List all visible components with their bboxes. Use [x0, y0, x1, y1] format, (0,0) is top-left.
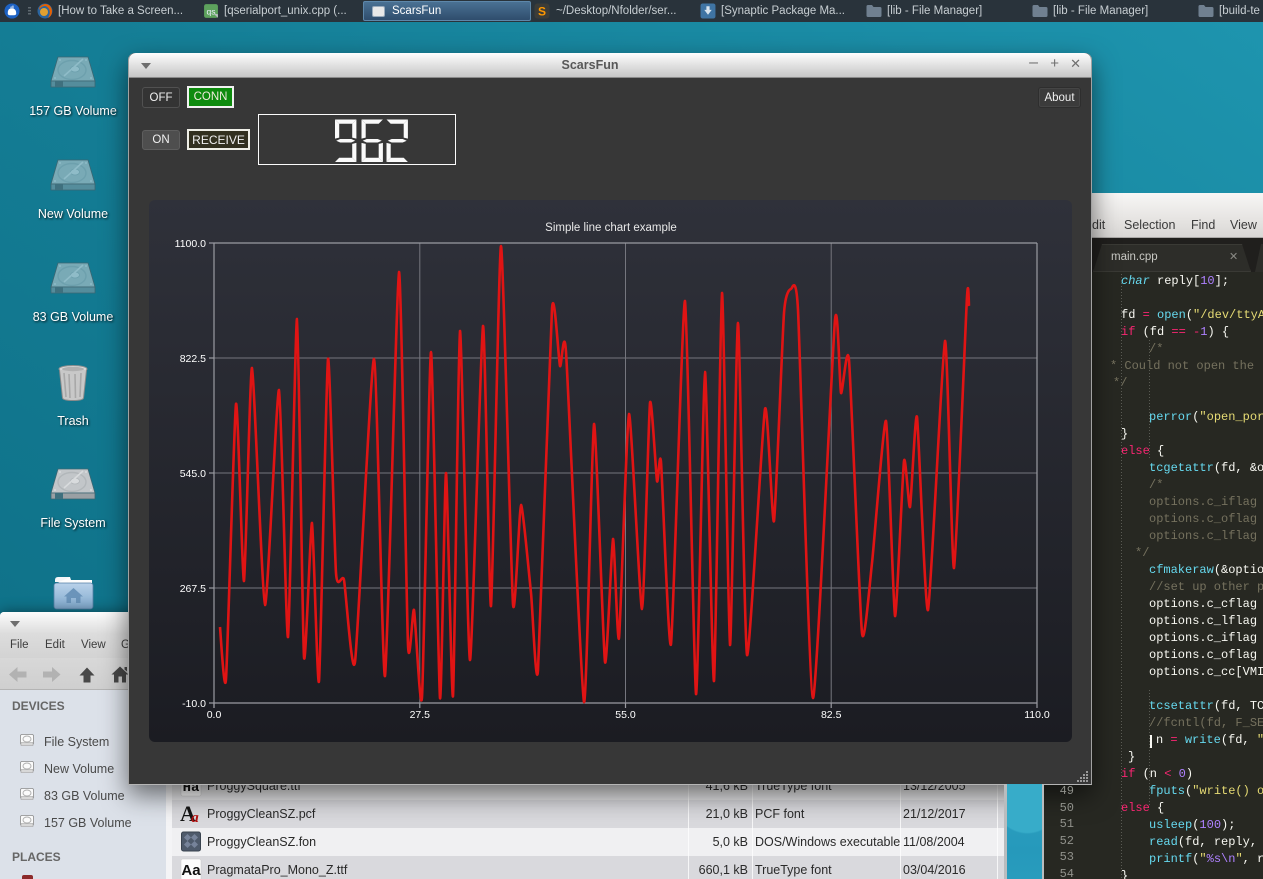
svg-text:Aa: Aa	[181, 862, 201, 879]
svg-text:545.0: 545.0	[180, 468, 206, 480]
svg-text:qs: qs	[207, 7, 216, 17]
svg-text:1100.0: 1100.0	[175, 238, 206, 250]
svg-text:27.5: 27.5	[410, 709, 431, 721]
svg-text:0.0: 0.0	[207, 709, 222, 721]
svg-text:S: S	[538, 5, 546, 19]
svg-text:Simple line chart example: Simple line chart example	[545, 222, 677, 234]
svg-text:822.5: 822.5	[180, 353, 206, 365]
svg-text:110.0: 110.0	[1024, 709, 1050, 721]
svg-text:82.5: 82.5	[821, 709, 842, 721]
svg-text:55.0: 55.0	[615, 709, 636, 721]
svg-text:A: A	[180, 802, 196, 825]
svg-text:a: a	[191, 810, 199, 825]
svg-text:-10.0: -10.0	[182, 698, 206, 710]
svg-text:267.5: 267.5	[180, 583, 206, 595]
